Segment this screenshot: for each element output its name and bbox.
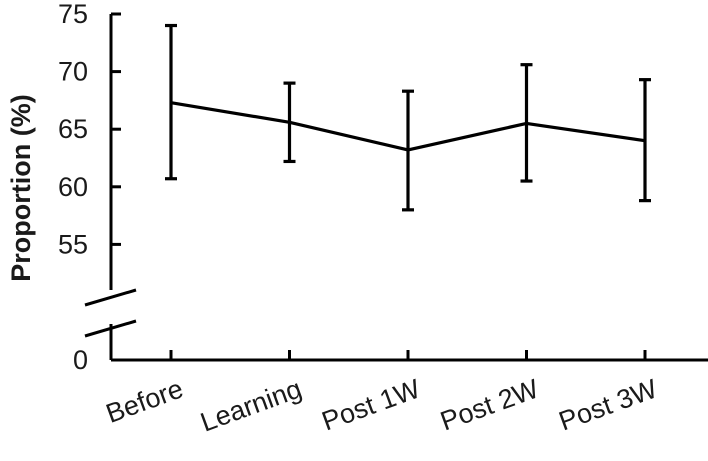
data-marks [165, 26, 651, 210]
x-tick-label: Post 3W [555, 373, 662, 436]
y-tick-label: 0 [73, 345, 88, 375]
x-tick-label: Post 2W [436, 373, 543, 436]
y-tick-label: 55 [58, 229, 88, 259]
y-axis-title: Proportion (%) [6, 94, 36, 281]
x-tick-label: Post 1W [318, 373, 425, 436]
x-tick-label: Learning [197, 373, 306, 437]
y-tick-label: 65 [58, 114, 88, 144]
y-tick-label: 70 [58, 57, 88, 87]
y-axis-title-group: Proportion (%) [6, 94, 36, 281]
y-tick-label: 75 [58, 0, 88, 29]
axis-break-mark [85, 290, 136, 305]
y-tick-label: 60 [58, 172, 88, 202]
x-tick-label: Before [102, 373, 187, 428]
